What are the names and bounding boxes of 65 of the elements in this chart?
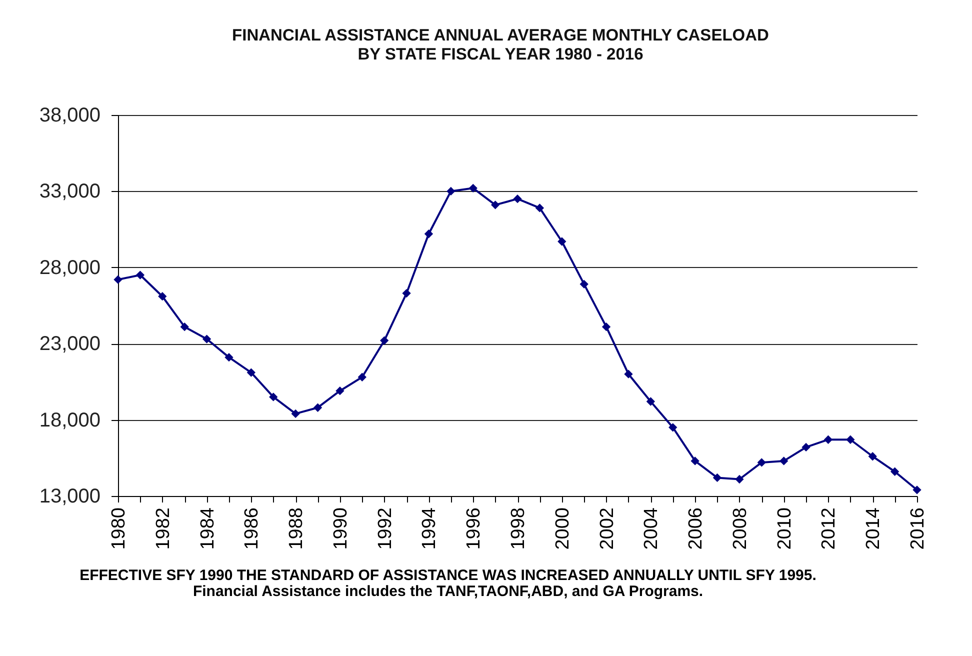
point bbox=[380, 336, 389, 345]
point bbox=[646, 397, 655, 406]
x-tick-label: 1992 bbox=[374, 508, 396, 550]
point bbox=[246, 368, 256, 377]
x-tick-label: 2010 bbox=[774, 508, 796, 550]
y-tick-label: 13,000 bbox=[39, 486, 100, 508]
x-tick-label: 2014 bbox=[863, 507, 884, 550]
point bbox=[535, 204, 544, 212]
point bbox=[757, 458, 766, 467]
x-tick-label: 2002 bbox=[596, 508, 618, 550]
x-tick-label: 1994 bbox=[419, 507, 440, 550]
point bbox=[136, 270, 145, 280]
point bbox=[446, 186, 456, 196]
x-tick-label: 1982 bbox=[152, 508, 174, 550]
point bbox=[824, 435, 833, 444]
point bbox=[624, 370, 633, 378]
point bbox=[180, 322, 189, 332]
point bbox=[602, 322, 611, 332]
point bbox=[513, 194, 522, 204]
x-tick-label: 1988 bbox=[286, 508, 308, 550]
point bbox=[224, 352, 234, 362]
point bbox=[868, 452, 877, 461]
x-tick-label: 1984 bbox=[197, 507, 218, 550]
x-tick-label: 2006 bbox=[686, 508, 707, 550]
x-tick-label: 1998 bbox=[508, 508, 529, 550]
x-tick-label: 1990 bbox=[330, 508, 352, 550]
point bbox=[358, 372, 366, 382]
text: EFFECTIVE SFY 1990 THE STANDARD OF ASSISTANCE WAS INCREASED ANNUALLY UNTIL SFY 1995. bbox=[80, 567, 816, 584]
y-tick-label: 33,000 bbox=[39, 180, 100, 203]
point bbox=[202, 334, 212, 344]
x-tick-label: 1980 bbox=[108, 508, 130, 550]
point bbox=[668, 423, 678, 432]
y-tick-label: 28,000 bbox=[39, 256, 100, 279]
point bbox=[580, 280, 588, 288]
point bbox=[890, 467, 900, 476]
x-tick-label: 2000 bbox=[552, 508, 574, 550]
point bbox=[269, 392, 278, 402]
point bbox=[735, 474, 744, 484]
y-tick-label: 18,000 bbox=[39, 409, 100, 432]
point bbox=[114, 275, 122, 284]
point bbox=[846, 435, 855, 444]
x-tick-label: 2008 bbox=[730, 508, 751, 550]
point bbox=[802, 442, 810, 452]
point bbox=[712, 473, 722, 482]
point bbox=[291, 409, 300, 418]
x-tick-label: 2012 bbox=[818, 508, 840, 550]
y-tick-label: 23,000 bbox=[39, 333, 100, 356]
x-tick-label: 1996 bbox=[464, 508, 485, 550]
point bbox=[313, 403, 322, 412]
y-tick-label: 38,000 bbox=[39, 104, 100, 126]
point bbox=[468, 184, 478, 192]
point bbox=[690, 456, 700, 466]
point bbox=[912, 486, 922, 494]
point bbox=[424, 230, 434, 238]
chart-title: FINANCIAL ASSISTANCE ANNUAL AVERAGE MONTHLY CASELOAD BY STATE FISCAL YEAR 1980 - 2016 bbox=[232, 26, 770, 64]
x-tick-label: 2016 bbox=[908, 508, 928, 550]
point bbox=[780, 456, 788, 466]
point bbox=[402, 288, 411, 298]
text: Financial Assistance includes the TANF,TAONF,ABD, and GA Programs. bbox=[192, 583, 704, 600]
x-tick-label: 1986 bbox=[242, 508, 263, 550]
x-tick-label: 2004 bbox=[641, 507, 662, 550]
point bbox=[158, 292, 167, 301]
point bbox=[336, 386, 344, 396]
point bbox=[558, 237, 566, 246]
point bbox=[490, 200, 500, 210]
